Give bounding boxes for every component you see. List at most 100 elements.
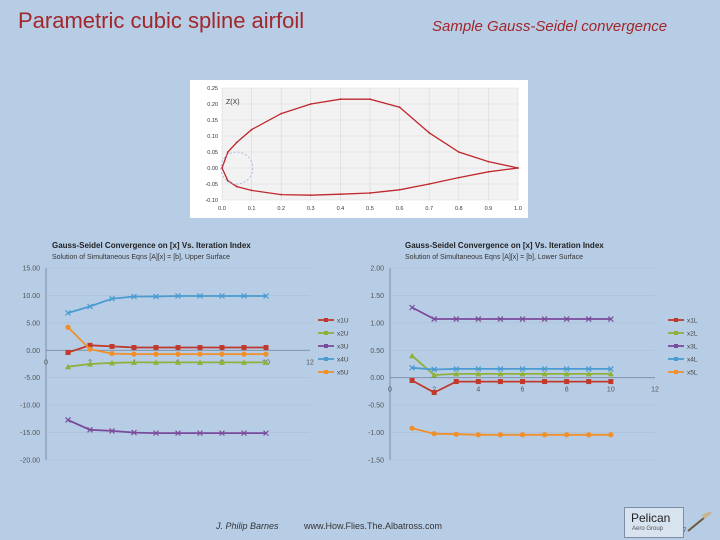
point-x4U: [175, 293, 181, 299]
point-x5L: [453, 431, 459, 437]
website-url[interactable]: www.How.Flies.The.Albatross.com: [304, 521, 443, 531]
x-tick-label: 0.3: [307, 206, 315, 212]
point-x3L: [541, 316, 548, 322]
slide-title: Parametric cubic spline airfoil: [18, 8, 305, 33]
point-x3L: [497, 316, 504, 322]
legend-label-x5L: x5L: [687, 370, 698, 377]
y-tick-label: 0.00: [370, 375, 384, 382]
point-x1U: [131, 345, 137, 351]
point-x1L: [520, 379, 525, 385]
legend-label-x4U: x4U: [337, 357, 349, 364]
airfoil-point: [227, 151, 229, 153]
point-x3L: [453, 316, 460, 322]
chart-subtitle: Solution of Simultaneous Eqns [A][x] = […: [52, 254, 230, 261]
point-x4U: [65, 310, 71, 316]
point-x3L: [409, 304, 416, 311]
x-tick-label: 0.6: [396, 206, 404, 212]
point-x2L: [497, 370, 504, 377]
point-x2U: [263, 359, 269, 365]
point-x2L: [607, 370, 614, 377]
lower-surface-convergence-chart: Gauss-Seidel Convergence on [x] Vs. Iter…: [368, 241, 698, 465]
y-tick-label: -0.05: [205, 182, 218, 188]
airfoil-point: [339, 193, 342, 196]
x-tick-label: 4: [476, 387, 480, 394]
series-line-x1U: [67, 344, 266, 354]
y-tick-label: 1.00: [370, 320, 384, 327]
point-x4U: [263, 293, 269, 299]
y-tick-label: -1.00: [368, 430, 384, 437]
leading-edge-circle: [220, 151, 254, 185]
airfoil-chart: 0.25 0.20 0.15 0.10 0.05 0.00 -0.05 -0.100.0 0.1…: [190, 80, 528, 218]
logo-box: Pelican Aero Group: [624, 507, 684, 538]
point-x5U: [175, 351, 181, 357]
slide-subtitle: Sample Gauss-Seidel convergence: [432, 18, 668, 35]
point-x1U: [263, 345, 269, 351]
legend-label-x4L: x4L: [687, 357, 698, 364]
point-x4L: [497, 366, 504, 372]
y-tick-label: 1.50: [370, 293, 384, 300]
x-tick-label: 8: [565, 387, 569, 394]
point-x5L: [586, 432, 592, 438]
legend-label-x1U: x1U: [337, 318, 349, 325]
series-line-x1L: [411, 379, 611, 394]
point-x3L: [585, 316, 592, 322]
point-x2U: [65, 363, 71, 370]
airfoil-point: [517, 167, 519, 169]
point-x3U: [263, 430, 269, 437]
point-x5L: [431, 431, 437, 437]
pen-icon: [687, 511, 712, 532]
legend-marker-x1U: [324, 318, 328, 322]
point-x5U: [109, 350, 115, 357]
airfoil-point: [428, 131, 431, 134]
y-tick-label: -15.00: [20, 430, 40, 437]
point-x2L: [519, 370, 526, 377]
airfoil-point: [487, 170, 490, 173]
point-x4U: [131, 293, 137, 300]
point-x5L: [564, 432, 570, 438]
airfoil-point: [235, 141, 238, 144]
airfoil-point: [369, 98, 371, 101]
point-x4U: [219, 293, 225, 299]
point-x3U: [175, 430, 181, 437]
airfoil-point: [428, 183, 431, 185]
point-x5U: [131, 351, 137, 357]
point-x5L: [475, 432, 481, 438]
point-x1U: [65, 349, 71, 355]
x-tick-label: 12: [651, 387, 659, 394]
legend-label-x3U: x3U: [337, 344, 349, 351]
point-x4L: [453, 366, 460, 372]
legend-marker-x3L: [674, 344, 678, 348]
x-tick-label: 12: [306, 359, 314, 366]
y-tick-label: 2.00: [370, 266, 384, 273]
author-credit: J. Philip Barnes: [216, 521, 279, 531]
legend-label-x3L: x3L: [687, 344, 698, 351]
point-x1U: [219, 345, 225, 351]
y-tick-label: -10.00: [20, 403, 40, 410]
point-x4U: [197, 293, 203, 299]
point-x3L: [475, 316, 482, 322]
point-x2L: [431, 371, 438, 378]
point-x2U: [87, 361, 93, 367]
page-number: 7: [683, 528, 687, 534]
point-x4L: [585, 366, 592, 372]
point-x4L: [541, 366, 548, 372]
x-tick-label: 0.1: [248, 206, 256, 212]
airfoil-point: [280, 112, 283, 115]
airfoil-point: [250, 128, 253, 131]
point-x1U: [197, 345, 203, 351]
series-line-x3L: [411, 306, 611, 320]
series-line-x5U: [67, 326, 266, 355]
point-x5L: [608, 432, 614, 438]
chart-title: Gauss-Seidel Convergence on [x] Vs. Iter…: [52, 241, 251, 250]
point-x2L: [475, 370, 482, 377]
airfoil-point: [221, 167, 223, 169]
legend-marker-x2L: [674, 331, 678, 335]
point-x5U: [263, 351, 269, 357]
x-tick-label: 10: [607, 387, 615, 394]
airfoil-point: [309, 103, 312, 105]
point-x3U: [65, 417, 71, 423]
airfoil-chart-panel: 0.25 0.20 0.15 0.10 0.05 0.00 -0.05 -0.10 0.0 0.1…: [190, 80, 528, 218]
upper-surface-convergence-chart: Gauss-Seidel Convergence on [x] Vs. Iter…: [20, 241, 349, 465]
y-tick-label: 0.00: [26, 348, 40, 355]
point-x3U: [153, 430, 159, 437]
